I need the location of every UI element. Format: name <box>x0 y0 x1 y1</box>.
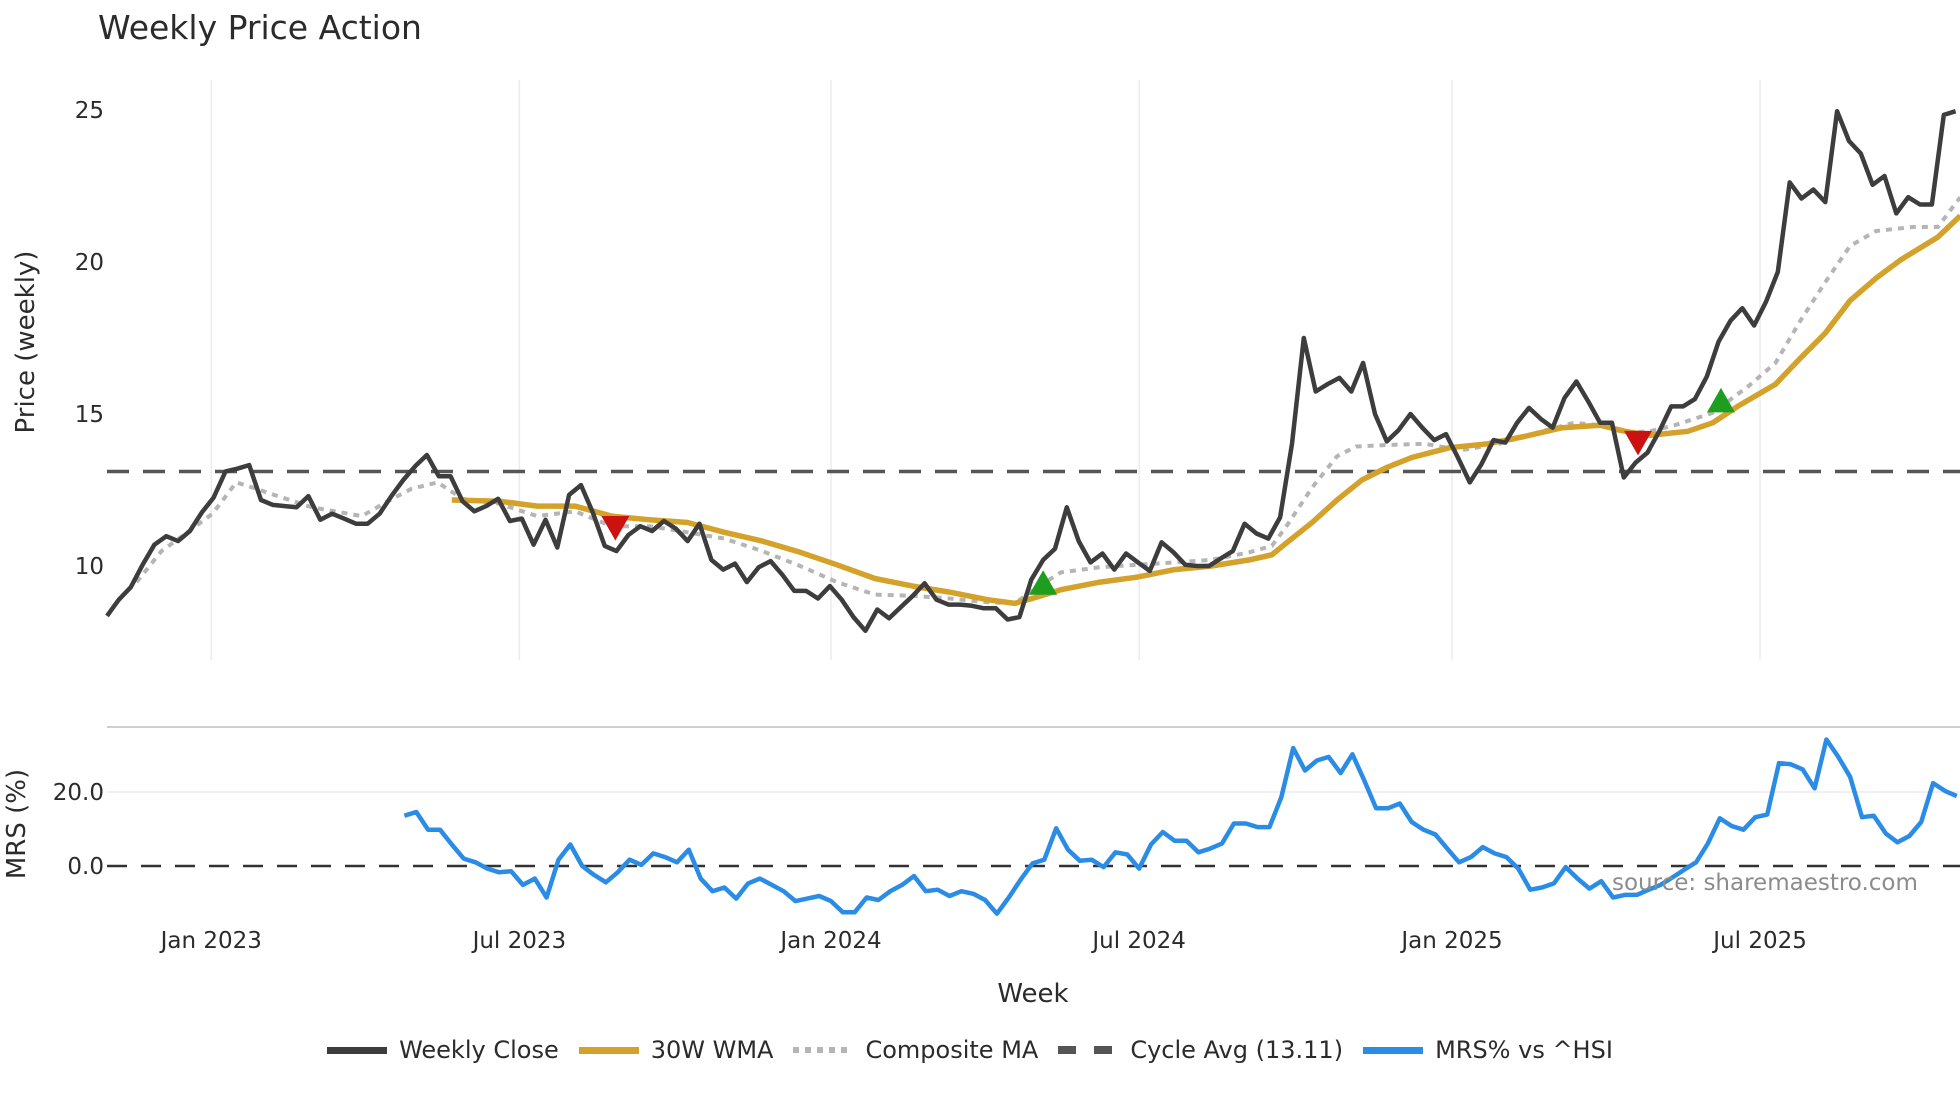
y-tick-label: 20 <box>75 250 104 276</box>
legend-label: 30W WMA <box>650 1036 774 1064</box>
x-tick-label: Jul 2024 <box>1090 928 1186 954</box>
legend-item[interactable]: Composite MA <box>793 1036 1038 1064</box>
x-axis-ticks: Jan 2023 Jul 2023 Jan 2024 Jul 2024 Jan 2025… <box>159 928 1807 954</box>
legend-swatch-icon <box>327 1046 388 1054</box>
legend-swatch-icon <box>578 1046 639 1054</box>
legend-label: Composite MA <box>865 1036 1039 1064</box>
mrs-y-axis-title: MRS (%) <box>2 769 32 879</box>
x-tick-label: Jan 2025 <box>1399 928 1502 954</box>
buy-signal-triangle-up-icon <box>1029 570 1058 595</box>
mrs-line <box>403 737 1958 916</box>
legend-label: Cycle Avg (13.11) <box>1130 1036 1344 1064</box>
source-label: source: sharemaestro.com <box>1612 870 1918 896</box>
wma-30w-line <box>451 213 1960 607</box>
mrs-gridlines <box>107 791 1960 868</box>
legend: Weekly Close 30W WMA Composite MA Cycle Avg… <box>0 1036 1960 1064</box>
x-tick-label: Jul 2025 <box>1711 928 1807 954</box>
price-y-axis-title: Price (weekly) <box>11 251 41 434</box>
legend-item[interactable]: Weekly Close <box>327 1036 559 1064</box>
chart-title: Weekly Price Action <box>98 8 422 47</box>
y-tick-label: 10 <box>75 554 104 580</box>
mrs-tick-label: 0.0 <box>67 854 104 880</box>
mrs-tick-label: 20.0 <box>53 780 104 806</box>
x-tick-label: Jul 2023 <box>471 928 567 954</box>
legend-item[interactable]: Cycle Avg (13.11) <box>1058 1036 1343 1064</box>
price-gridlines <box>210 80 1761 660</box>
x-tick-label: Jan 2024 <box>778 928 881 954</box>
sell-signal-triangle-down-icon <box>601 515 630 541</box>
mrs-panel: 0.0 20.0 MRS (%) source: sharemaestro.com <box>2 726 1960 916</box>
legend-label: MRS% vs ^HSI <box>1435 1036 1613 1064</box>
legend-label: Weekly Close <box>399 1036 559 1064</box>
signal-markers <box>601 387 1735 595</box>
weekly-close-line <box>105 108 1957 634</box>
legend-item[interactable]: 30W WMA <box>578 1036 774 1064</box>
price-panel: 10 15 20 25 Price (weekly) <box>11 80 1960 660</box>
mrs-y-axis-ticks: 0.0 20.0 <box>53 780 104 880</box>
y-tick-label: 15 <box>75 402 104 428</box>
composite-ma-line <box>135 195 1960 606</box>
buy-signal-triangle-up-icon <box>1706 387 1735 413</box>
x-tick-label: Jan 2023 <box>159 928 262 954</box>
x-axis-title: Week <box>997 979 1068 1009</box>
price-y-axis-ticks: 10 15 20 25 <box>75 98 104 580</box>
sell-signal-triangle-down-icon <box>1624 430 1653 456</box>
legend-swatch-icon <box>1363 1046 1424 1054</box>
legend-swatch-icon <box>1058 1046 1119 1054</box>
y-tick-label: 25 <box>75 98 104 124</box>
legend-swatch-icon <box>793 1047 854 1053</box>
legend-item[interactable]: MRS% vs ^HSI <box>1363 1036 1613 1064</box>
